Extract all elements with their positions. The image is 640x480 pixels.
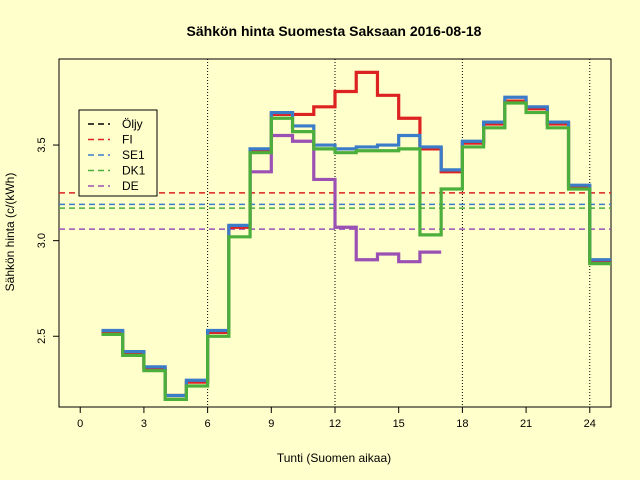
legend-label-fi: FI [122,133,133,147]
x-axis-title: Tunti (Suomen aikaa) [277,451,391,465]
y-tick-label: 3.0 [36,233,48,248]
series-line-dk1 [101,101,611,401]
legend-label-se1: SE1 [122,148,145,162]
x-tick-label: 18 [456,418,468,430]
series-line-se1 [101,95,611,398]
x-tick-label: 21 [520,418,532,430]
legend-label-dk1: DK1 [122,164,146,178]
chart-title: Sähkön hinta Suomesta Saksaan 2016-08-18 [187,23,482,39]
legend-box [78,109,158,197]
legend-label-öljy: Öljy [122,117,143,131]
x-tick-label: 24 [584,418,596,430]
plot-area: 0 3 6 9 12 15 18 21 24 2.5 3.0 3.5 [36,58,612,430]
series-line-de [250,133,442,264]
y-axis-title: Sähkön hinta (c/(kWh) [3,173,17,292]
y-tick-label: 3.5 [36,137,48,152]
x-tick-label: 15 [393,418,405,430]
x-tick-label: 9 [268,418,274,430]
x-tick-label: 6 [205,418,211,430]
y-tick-label: 2.5 [36,329,48,344]
x-tick-label: 0 [77,418,83,430]
legend-label-de: DE [122,179,139,193]
x-tick-label: 12 [329,418,341,430]
x-tick-label: 3 [141,418,147,430]
